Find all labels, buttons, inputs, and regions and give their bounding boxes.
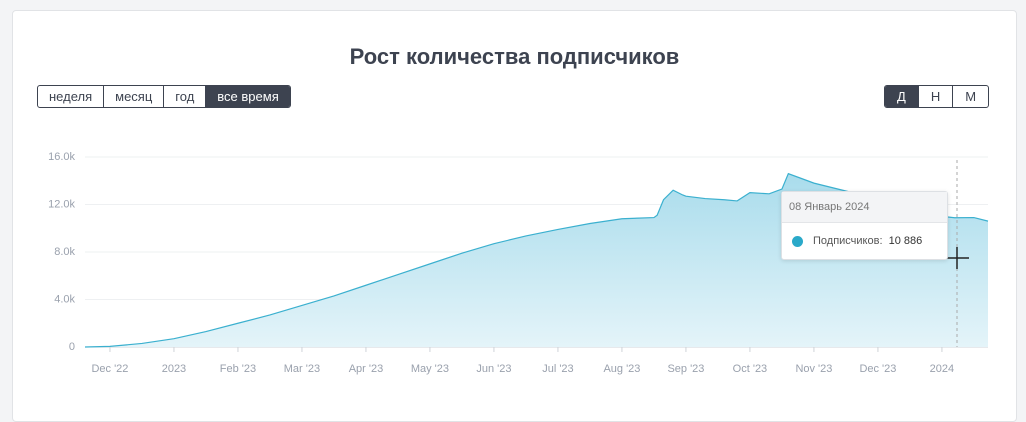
x-tick-label: Oct '23 <box>733 363 768 375</box>
granularity-buttons: Д Н М <box>884 85 990 108</box>
y-tick-label: 4.0k <box>54 293 75 305</box>
granularity-button[interactable]: М <box>952 86 988 107</box>
range-button[interactable]: год <box>163 86 205 107</box>
tooltip-label: Подписчиков: <box>813 235 883 247</box>
y-tick-label: 8.0k <box>54 246 75 258</box>
line <box>84 172 989 348</box>
x-tick-label: Jun '23 <box>476 363 511 375</box>
chart-title: Рост количества подписчиков <box>349 44 680 69</box>
granularity-button[interactable]: Н <box>917 86 952 107</box>
x-tick-label: 2023 <box>162 363 186 375</box>
granularity-button[interactable]: Д <box>885 86 918 107</box>
range-button[interactable]: месяц <box>103 86 163 107</box>
y-tick-label: 0 <box>69 341 75 353</box>
range-buttons: неделя месяц год все время <box>37 85 291 108</box>
x-tick-label: Dec '22 <box>91 363 128 375</box>
range-button[interactable]: неделя <box>49 89 93 104</box>
x-tick-label: Mar '23 <box>284 363 320 375</box>
chart: 0 4.0k 8.0k 12.0k 16.0k Dec '22 2023 Feb '23 Mar… <box>48 151 989 375</box>
range-button[interactable]: все время <box>205 86 290 107</box>
cursor <box>946 247 969 269</box>
x-tick-label: Jul '23 <box>542 363 573 375</box>
x-tick-label: Feb '23 <box>220 363 256 375</box>
tooltip-date: 08 Январь 2024 <box>782 192 947 223</box>
x-tick-label: Nov '23 <box>795 363 832 375</box>
area <box>85 173 988 347</box>
page: {"chart_data": {"type": "area", "title":… <box>12 10 1017 422</box>
x-tick-label: May '23 <box>411 363 449 375</box>
tooltip-value: 10 886 <box>888 235 923 247</box>
x-tick-label: Dec '23 <box>859 363 896 375</box>
x-tick-label: Sep '23 <box>667 363 704 375</box>
tooltip: 08 Январь 2024 Подписчиков: 10 886 <box>781 191 948 260</box>
y-tick-label: 16.0k <box>48 151 75 163</box>
y-tick-label: 12.0k <box>48 198 75 210</box>
x-tick-label: Aug '23 <box>603 363 640 375</box>
x-tick-label: Apr '23 <box>349 363 384 375</box>
x-tick-label: 2024 <box>930 363 954 375</box>
